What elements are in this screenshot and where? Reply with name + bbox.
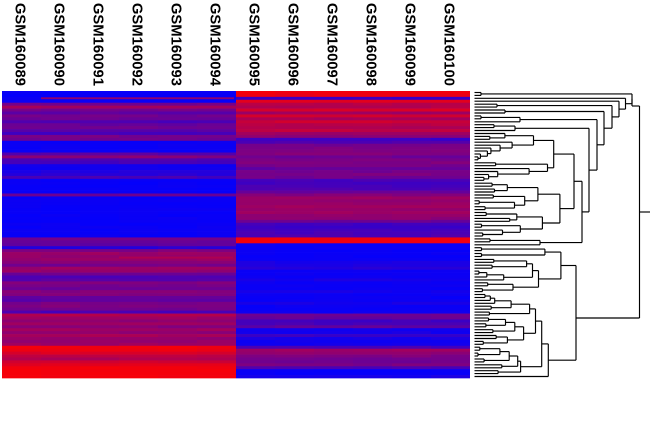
svg-text:GSM160094: GSM160094 — [206, 3, 222, 87]
svg-text:GSM160096: GSM160096 — [284, 3, 300, 86]
svg-text:GSM160095: GSM160095 — [245, 3, 261, 86]
svg-text:GSM160100: GSM160100 — [440, 3, 456, 86]
svg-text:GSM160093: GSM160093 — [167, 3, 183, 86]
svg-text:GSM160099: GSM160099 — [401, 3, 417, 86]
svg-text:GSM160091: GSM160091 — [89, 3, 105, 86]
svg-text:GSM160092: GSM160092 — [128, 3, 144, 86]
svg-text:GSM160098: GSM160098 — [362, 3, 378, 86]
svg-text:GSM160090: GSM160090 — [50, 3, 66, 86]
svg-text:GSM160097: GSM160097 — [323, 3, 339, 86]
svg-text:GSM160089: GSM160089 — [11, 3, 27, 86]
